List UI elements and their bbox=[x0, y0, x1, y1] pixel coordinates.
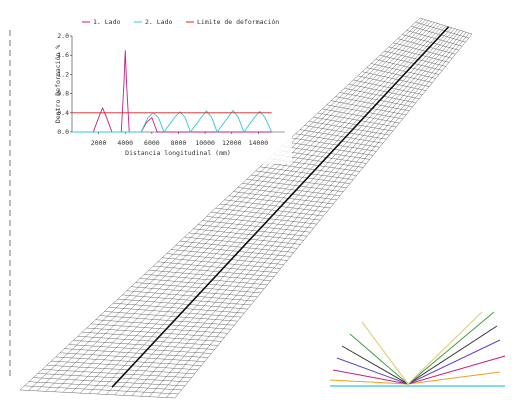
x-tick-label: 14000 bbox=[249, 139, 269, 147]
y-tick-label: 1.6 bbox=[57, 51, 69, 59]
x-tick-label: 8000 bbox=[171, 139, 187, 147]
y-tick-label: 2.0 bbox=[57, 32, 69, 40]
y-tick-label: 0.0 bbox=[57, 128, 69, 136]
x-tick-label: 4000 bbox=[117, 139, 133, 147]
x-tick-label: 6000 bbox=[144, 139, 160, 147]
x-tick-label: 10000 bbox=[195, 139, 215, 147]
screenshot: Dentro Deformación % Distancia longitudi… bbox=[0, 0, 530, 403]
x-tick-label: 12000 bbox=[222, 139, 242, 147]
legend-label: Limite de deformación bbox=[197, 18, 279, 26]
legend-label: 2. Lado bbox=[145, 18, 172, 26]
y-tick-label: 0.8 bbox=[57, 90, 69, 98]
x-tick-label: 2000 bbox=[91, 139, 107, 147]
y-tick-label: 1.2 bbox=[57, 70, 69, 78]
y-tick-label: 0.4 bbox=[57, 109, 69, 117]
legend-label: 1. Lado bbox=[93, 18, 120, 26]
x-axis-label: Distancia longitudinal (mm) bbox=[125, 149, 231, 157]
